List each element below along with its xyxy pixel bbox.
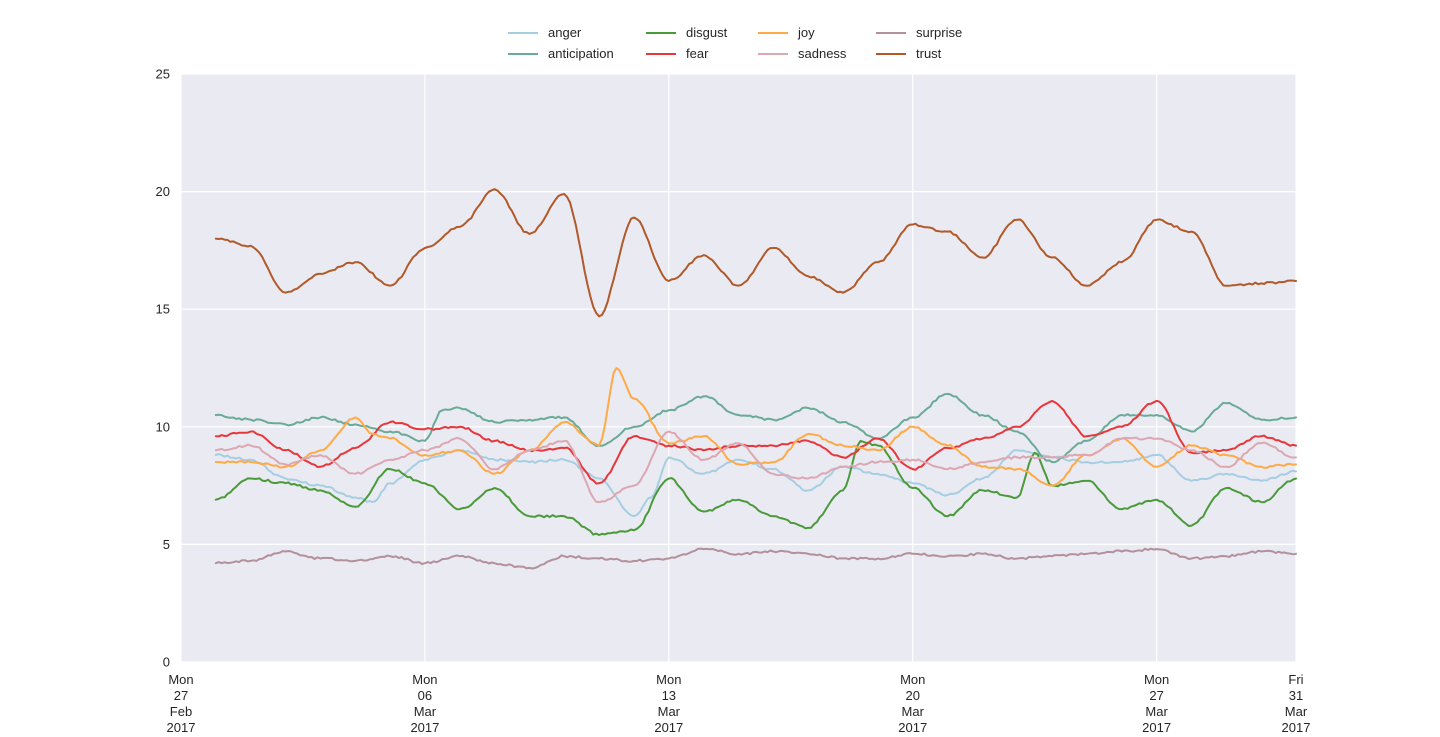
x-tick-label-line: 2017 bbox=[1142, 720, 1171, 735]
x-tick-label-line: Feb bbox=[170, 704, 192, 719]
series-line-surprise bbox=[214, 547, 1297, 570]
legend-label: fear bbox=[686, 46, 709, 61]
legend-label: anger bbox=[548, 25, 582, 40]
y-tick-label: 10 bbox=[156, 419, 170, 434]
legend-item-surprise: surprise bbox=[876, 22, 996, 43]
legend-label: trust bbox=[916, 46, 942, 61]
legend-item-joy: joy bbox=[758, 22, 876, 43]
x-tick-label-line: 2017 bbox=[167, 720, 196, 735]
y-tick-label: 20 bbox=[156, 184, 170, 199]
x-tick-label-line: Mar bbox=[902, 704, 925, 719]
plot-background bbox=[181, 74, 1296, 662]
legend-swatch bbox=[758, 52, 788, 55]
series-line-disgust bbox=[214, 439, 1297, 536]
x-tick-label-line: Mar bbox=[1145, 704, 1168, 719]
y-tick-label: 5 bbox=[163, 537, 170, 552]
legend-item-fear: fear bbox=[646, 43, 758, 64]
x-tick-label-line: 27 bbox=[174, 688, 188, 703]
x-tick-label-line: Mon bbox=[1144, 672, 1169, 687]
x-tick-label-line: 06 bbox=[418, 688, 432, 703]
series-line-fear bbox=[214, 399, 1297, 485]
x-tick-label-line: 13 bbox=[662, 688, 676, 703]
x-tick-label-line: Mon bbox=[168, 672, 193, 687]
x-tick-label-line: Mar bbox=[1285, 704, 1308, 719]
legend-swatch bbox=[508, 31, 538, 34]
legend-swatch bbox=[758, 31, 788, 34]
legend-item-anticipation: anticipation bbox=[508, 43, 646, 64]
x-tick-label-line: 27 bbox=[1149, 688, 1163, 703]
chart-legend: anger anticipation disgust fear joy sadness su… bbox=[508, 22, 996, 64]
legend-item-disgust: disgust bbox=[646, 22, 758, 43]
legend-label: joy bbox=[798, 25, 815, 40]
x-tick-label-line: 2017 bbox=[410, 720, 439, 735]
legend-label: anticipation bbox=[548, 46, 614, 61]
legend-item-anger: anger bbox=[508, 22, 646, 43]
x-tick-label-line: 20 bbox=[905, 688, 919, 703]
legend-swatch bbox=[646, 52, 676, 55]
legend-swatch bbox=[508, 52, 538, 55]
x-tick-label-line: Mar bbox=[658, 704, 681, 719]
x-tick-label-line: 2017 bbox=[898, 720, 927, 735]
x-tick-label-line: Mon bbox=[656, 672, 681, 687]
y-tick-label: 0 bbox=[163, 655, 170, 670]
legend-item-trust: trust bbox=[876, 43, 996, 64]
series-line-trust bbox=[214, 188, 1297, 318]
x-tick-label-line: Mon bbox=[900, 672, 925, 687]
x-tick-label-line: 2017 bbox=[654, 720, 683, 735]
legend-label: sadness bbox=[798, 46, 847, 61]
y-tick-label: 15 bbox=[156, 302, 170, 317]
legend-label: disgust bbox=[686, 25, 728, 40]
legend-swatch bbox=[876, 52, 906, 55]
y-tick-label: 25 bbox=[156, 67, 170, 82]
legend-swatch bbox=[646, 31, 676, 34]
series-line-sadness bbox=[214, 430, 1297, 504]
x-tick-label-line: Fri bbox=[1288, 672, 1303, 687]
x-tick-label-line: 31 bbox=[1289, 688, 1303, 703]
legend-item-sadness: sadness bbox=[758, 43, 876, 64]
series-line-anticipation bbox=[214, 392, 1297, 464]
legend-swatch bbox=[876, 31, 906, 34]
x-tick-label-line: 2017 bbox=[1282, 720, 1311, 735]
series-line-joy bbox=[214, 367, 1297, 487]
x-tick-label-line: Mar bbox=[414, 704, 437, 719]
legend-label: surprise bbox=[916, 25, 963, 40]
x-tick-label-line: Mon bbox=[412, 672, 437, 687]
